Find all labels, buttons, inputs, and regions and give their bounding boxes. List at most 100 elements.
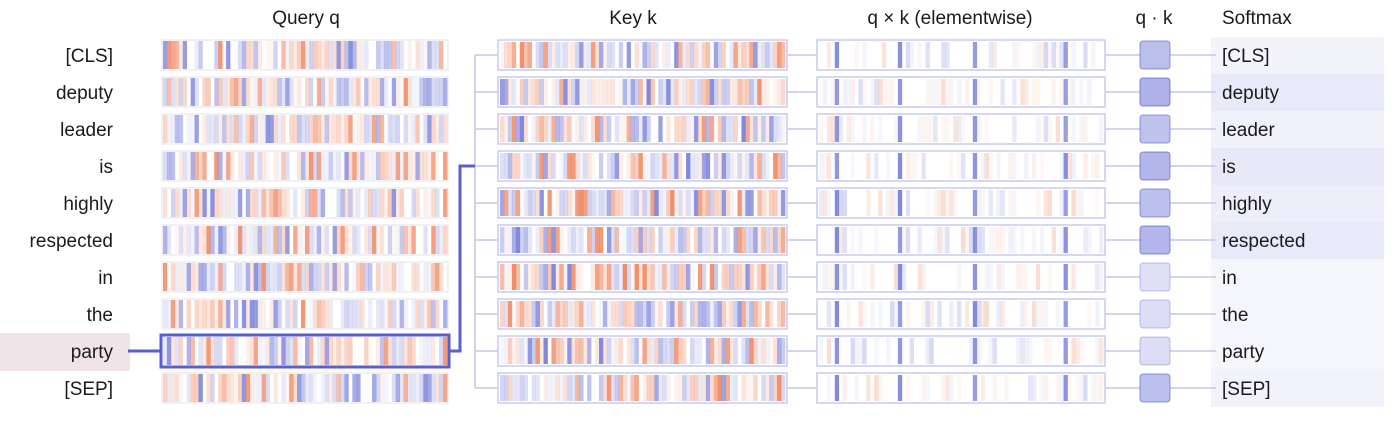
vector-stripe: [206, 226, 211, 254]
vector-stripe: [202, 263, 207, 291]
query-token-label: the: [87, 305, 113, 326]
vector-stripe: [753, 79, 758, 105]
vector-stripe: [650, 375, 655, 401]
vector-stripe: [630, 338, 635, 364]
vector-stripe: [905, 227, 911, 253]
vector-stripe: [222, 263, 227, 291]
vector-stripe: [697, 42, 703, 68]
vector-stripe: [634, 190, 639, 216]
vector-stripe: [598, 375, 604, 401]
vector-stripe: [500, 338, 505, 364]
vector-stripe: [886, 79, 891, 105]
vector-stripe: [431, 300, 436, 328]
vector-stripe: [387, 263, 393, 291]
vector-stripe: [567, 375, 572, 401]
vector-stripe: [500, 190, 505, 216]
vector-stripe: [431, 226, 436, 254]
vector-stripe: [996, 264, 1001, 290]
vector-stripe: [222, 226, 227, 254]
product-vector-frame: [816, 261, 1106, 293]
vector-stripe: [1063, 338, 1068, 364]
vector-stripe: [701, 301, 707, 327]
vector-stripe: [658, 264, 663, 290]
vector-stripe: [328, 374, 333, 402]
vector-stripe: [690, 264, 695, 290]
vector-stripe: [218, 374, 223, 402]
vector-stripe: [368, 189, 373, 217]
vector-stripe: [968, 338, 974, 364]
vector-stripe: [709, 190, 715, 216]
vector-stripe: [874, 227, 879, 253]
vector-stripe: [933, 190, 938, 216]
key-title: Key k: [609, 8, 657, 29]
vector-stripe: [819, 190, 824, 216]
vector-stripe: [241, 41, 247, 69]
vector-stripe: [297, 226, 302, 254]
vector-stripe: [1043, 338, 1049, 364]
vector-stripe: [269, 263, 274, 291]
vector-stripe: [602, 190, 608, 216]
vector-stripe: [598, 42, 604, 68]
vector-stripe: [348, 115, 353, 143]
vector-stripe: [559, 153, 564, 179]
vector-stripe: [383, 78, 389, 106]
vector-stripe: [500, 264, 505, 290]
vector-stripe: [305, 337, 310, 365]
vector-stripe: [826, 375, 832, 401]
vector-stripe: [265, 115, 270, 143]
query-token-label: is: [99, 157, 113, 178]
vector-stripe: [170, 115, 176, 143]
vector-stripe: [650, 264, 655, 290]
vector-stripe: [320, 263, 326, 291]
vector-stripe: [289, 374, 294, 402]
vector-stripe: [439, 337, 444, 365]
vector-stripe: [281, 263, 286, 291]
vector-stripe: [174, 374, 180, 402]
vector-stripe: [190, 226, 195, 254]
vector-stripe: [925, 301, 930, 327]
key-vector: [500, 375, 786, 401]
vector-stripe: [324, 374, 330, 402]
vector-stripe: [206, 115, 211, 143]
vector-stripe: [602, 116, 608, 142]
vector-stripe: [170, 263, 176, 291]
vector-stripe: [834, 116, 840, 142]
vector-stripe: [515, 227, 521, 253]
vector-stripe: [163, 374, 168, 402]
vector-stripe: [1035, 190, 1041, 216]
vector-stripe: [535, 264, 540, 290]
vector-stripe: [961, 116, 966, 142]
vector-stripe: [781, 79, 786, 105]
vector-stripe: [372, 115, 377, 143]
vector-stripe: [690, 116, 695, 142]
vector-stripe: [701, 79, 707, 105]
vector-stripe: [245, 337, 251, 365]
vector-stripe: [543, 375, 548, 401]
vector-stripe: [1095, 264, 1100, 290]
vector-stripe: [202, 189, 207, 217]
vector-stripe: [166, 300, 172, 328]
vector-stripe: [583, 42, 588, 68]
vector-stripe: [567, 190, 572, 216]
vector-stripe: [423, 115, 428, 143]
vector-stripe: [320, 300, 326, 328]
vector-stripe: [198, 337, 203, 365]
vector-stripe: [575, 42, 580, 68]
vector-stripe: [630, 190, 635, 216]
vector-stripe: [654, 375, 659, 401]
vector-stripe: [507, 153, 513, 179]
product-vector: [819, 116, 1104, 142]
vector-stripe: [519, 301, 525, 327]
vector-stripe: [344, 374, 349, 402]
vector-stripe: [399, 300, 404, 328]
vector-stripe: [163, 337, 168, 365]
vector-stripe: [678, 153, 683, 179]
vector-stripe: [634, 338, 639, 364]
vector-stripe: [949, 190, 954, 216]
vector-stripe: [257, 374, 262, 402]
vector-stripe: [403, 78, 408, 106]
vector-stripe: [697, 153, 703, 179]
vector-stripe: [858, 79, 863, 105]
vector-stripe: [277, 337, 282, 365]
vector-stripe: [344, 189, 349, 217]
